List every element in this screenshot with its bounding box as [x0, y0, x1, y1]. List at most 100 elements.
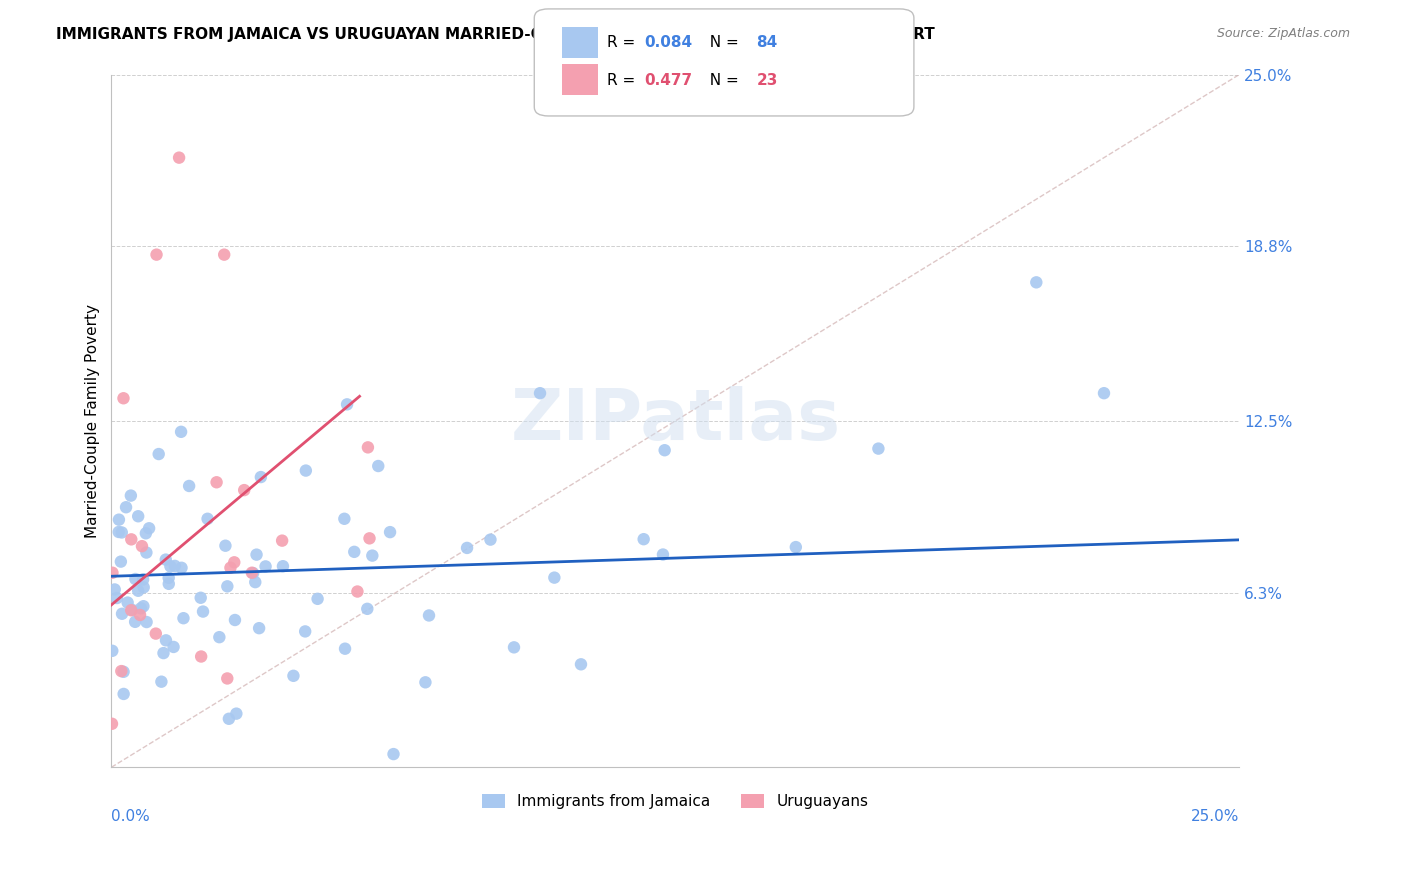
Point: [112, 391, 135, 405]
Text: ZIPatlas: ZIPatlas: [510, 386, 841, 456]
Point: [361, 549, 384, 563]
Point: [418, 608, 440, 623]
Point: [295, 464, 318, 478]
Point: [111, 525, 134, 540]
Point: [224, 555, 246, 569]
Point: [145, 626, 167, 640]
Text: R =: R =: [607, 36, 641, 50]
Point: [129, 607, 152, 622]
Point: [294, 624, 316, 639]
Point: [170, 561, 193, 575]
Point: [208, 630, 231, 644]
Text: 84: 84: [756, 36, 778, 50]
Point: [247, 621, 270, 635]
Text: N =: N =: [700, 36, 744, 50]
Point: [233, 483, 256, 497]
Point: [148, 447, 170, 461]
Point: [121, 603, 143, 617]
Point: [124, 572, 146, 586]
Point: [333, 641, 356, 656]
Point: [343, 545, 366, 559]
Point: [217, 579, 239, 593]
Point: [197, 512, 219, 526]
Point: [111, 607, 134, 621]
Point: [110, 555, 132, 569]
Point: [240, 566, 263, 580]
Point: [108, 513, 131, 527]
Text: 0.0%: 0.0%: [111, 809, 150, 824]
Point: [104, 582, 127, 597]
Point: [382, 747, 405, 761]
Point: [283, 669, 305, 683]
Point: [163, 558, 186, 573]
Point: [214, 539, 236, 553]
Point: [152, 646, 174, 660]
Point: [131, 539, 153, 553]
Point: [378, 525, 401, 540]
Text: R =: R =: [607, 73, 641, 87]
Point: [543, 571, 565, 585]
Point: [503, 640, 526, 655]
Point: [129, 601, 152, 615]
Point: [479, 533, 502, 547]
Point: [307, 591, 329, 606]
Point: [135, 545, 157, 559]
Point: [138, 521, 160, 535]
Point: [162, 640, 184, 654]
Text: IMMIGRANTS FROM JAMAICA VS URUGUAYAN MARRIED-COUPLE FAMILY POVERTY CORRELATION C: IMMIGRANTS FROM JAMAICA VS URUGUAYAN MAR…: [56, 27, 935, 42]
Point: [356, 602, 378, 616]
Point: [112, 687, 135, 701]
Point: [115, 500, 138, 515]
Point: [101, 644, 124, 658]
Point: [359, 532, 381, 546]
Point: [569, 657, 592, 672]
Point: [107, 524, 129, 539]
Point: [157, 571, 180, 585]
Point: [191, 605, 214, 619]
Point: [135, 526, 157, 541]
Point: [117, 596, 139, 610]
Point: [456, 541, 478, 555]
Point: [105, 591, 128, 605]
Point: [415, 675, 437, 690]
Point: [157, 577, 180, 591]
Point: [336, 397, 359, 411]
Point: [224, 613, 246, 627]
Point: [127, 509, 149, 524]
Point: [120, 603, 142, 617]
Point: [205, 475, 228, 490]
Point: [785, 540, 807, 554]
Point: [190, 649, 212, 664]
Point: [333, 512, 356, 526]
Point: [127, 583, 149, 598]
Point: [271, 533, 294, 548]
Text: 23: 23: [756, 73, 778, 87]
Point: [132, 580, 155, 594]
Point: [250, 470, 273, 484]
Point: [101, 566, 124, 580]
Point: [1092, 386, 1115, 401]
Point: [112, 665, 135, 679]
Point: [346, 584, 368, 599]
Point: [172, 611, 194, 625]
Point: [170, 425, 193, 439]
Point: [367, 458, 389, 473]
Text: 25.0%: 25.0%: [1191, 809, 1239, 824]
Point: [357, 441, 380, 455]
Point: [242, 566, 264, 581]
Legend: Immigrants from Jamaica, Uruguayans: Immigrants from Jamaica, Uruguayans: [477, 788, 875, 815]
Text: Source: ZipAtlas.com: Source: ZipAtlas.com: [1216, 27, 1350, 40]
Point: [155, 633, 177, 648]
Point: [159, 559, 181, 574]
Point: [654, 443, 676, 458]
Point: [110, 664, 132, 678]
Point: [190, 591, 212, 605]
Point: [145, 247, 167, 261]
Point: [179, 479, 201, 493]
Point: [124, 615, 146, 629]
Point: [529, 386, 551, 401]
Point: [132, 599, 155, 614]
Point: [120, 533, 142, 547]
Point: [120, 489, 142, 503]
Point: [271, 559, 294, 574]
